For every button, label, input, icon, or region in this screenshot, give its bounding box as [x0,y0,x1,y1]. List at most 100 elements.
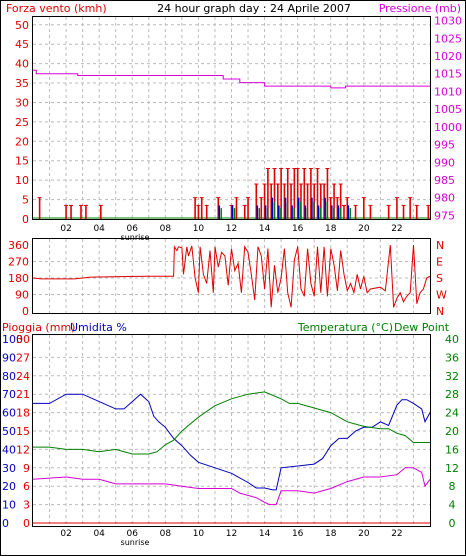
direction-tick-label: 360 [8,239,29,252]
x-tick-label: 02 [60,224,71,234]
direction-tick-label: 180 [8,272,29,285]
temperature-line [33,391,430,455]
wind-tick-label: 30 [15,96,29,109]
wind-pressure-series [33,69,431,219]
rain-tick-label: 21 [16,388,30,401]
x-tick-label: 14 [259,224,271,234]
dewpoint-axis-title: Dew Point [394,321,450,334]
humidity-tick-label: 100 [2,333,23,346]
pressure-tick-label: 995 [434,139,455,152]
temperature-tick-label: 40 [445,333,459,346]
rain-tick-label: 18 [16,407,30,420]
wind-tick-label: 10 [15,174,29,187]
rain-tick-label: 3 [23,499,30,512]
x-tick-label: 08 [160,529,172,539]
direction-series [32,244,431,308]
humidity-tick-label: 80 [2,370,16,383]
x-tick-label: 22 [391,224,402,234]
direction-tick-label: 270 [8,256,29,269]
direction-compass-label: N [436,305,444,318]
x-tick-label: 16 [292,224,304,234]
humidity-series [32,391,431,524]
x-tick-label: 20 [358,224,370,234]
pressure-tick-label: 1030 [434,15,462,28]
temperature-tick-label: 20 [445,425,459,438]
pressure-tick-label: 1020 [434,50,462,63]
wind-tick-label: 40 [15,58,29,71]
wind-tick-label: 5 [22,194,29,207]
panel-wind-pressure-frame [32,16,431,220]
direction-compass-label: S [436,272,443,285]
humidity-tick-label: 20 [2,480,16,493]
humidity-tick-label: 90 [2,351,16,364]
wind-tick-label: 50 [15,19,29,32]
x-tick-label: 12 [226,224,237,234]
x-tick-label: 04 [93,529,105,539]
humidity-tick-label: 0 [2,517,9,530]
x-tick-label: 10 [193,529,205,539]
pressure-tick-label: 1010 [434,85,462,98]
temperature-tick-label: 12 [445,462,459,475]
x-tick-label: 22 [391,529,402,539]
wind-tick-label: 45 [15,38,29,51]
sunrise-label-bottom: sunrise [121,538,150,547]
direction-compass-label: N [436,239,444,252]
pressure-tick-label: 975 [434,209,455,222]
pressure-tick-label: 1025 [434,32,462,45]
x-tick-label: 14 [259,529,271,539]
rain-tick-label: 9 [23,462,30,475]
panel-direction-frame [32,238,431,314]
x-tick-label: 04 [93,224,105,234]
pressure-axis-title: Pressione (mb) [379,2,461,15]
direction-line [32,244,431,308]
pressure-tick-label: 990 [434,156,455,169]
x-tick-label: 18 [325,529,337,539]
humidity-tick-label: 10 [2,499,16,512]
wind-tick-label: 20 [15,135,29,148]
x-tick-label: 20 [358,529,370,539]
x-tick-label: 02 [60,529,71,539]
rain-tick-label: 27 [16,351,30,364]
wind-axis-title: Forza vento (kmh) [6,2,107,15]
x-tick-label: 06 [127,224,139,234]
wind-tick-label: 25 [15,116,29,129]
temperature-tick-label: 36 [445,351,459,364]
rain-tick-label: 30 [16,333,30,346]
x-tick-label: 12 [226,529,237,539]
direction-grid [33,239,430,313]
direction-tick-label: 90 [15,289,29,302]
pressure-line [33,69,430,89]
rain-tick-label: 0 [23,517,30,530]
x-tick-label: 16 [292,529,304,539]
direction-tick-label: 0 [22,305,29,318]
temperature-tick-label: 32 [445,370,459,383]
direction-compass-label: W [436,289,447,302]
temperature-tick-label: 24 [445,407,459,420]
wind-pressure-axes: 0510152025303540455097598098599099510001… [15,15,462,234]
rain-tick-label: 24 [16,370,30,383]
humidity-tick-label: 50 [2,425,16,438]
humidity-tick-label: 60 [2,407,16,420]
rain-tick-label: 12 [16,443,30,456]
x-tick-label: 08 [160,224,172,234]
temperature-tick-label: 0 [449,517,456,530]
wind-tick-label: 15 [15,155,29,168]
temperature-tick-label: 16 [445,443,459,456]
humidity-tick-label: 70 [2,388,16,401]
temperature-tick-label: 28 [445,388,459,401]
temperature-axis-title: Temperatura (°C) [297,321,393,334]
direction-compass-label: E [436,256,443,269]
humidity-tick-label: 30 [2,462,16,475]
wind-tick-label: 35 [15,77,29,90]
humidity-grid [33,335,430,526]
x-tick-label: 06 [127,529,139,539]
x-tick-label: 18 [325,224,337,234]
temperature-tick-label: 4 [449,499,456,512]
humidity-tick-label: 40 [2,443,16,456]
humidity-axes: 0102030405060708090100036912151821242730… [2,333,459,539]
panel-humidity-frame [32,334,431,527]
humidity-axis-title: Umidita % [70,321,127,334]
chart-title: 24 hour graph day : 24 Aprile 2007 [157,2,351,15]
temperature-tick-label: 8 [449,480,456,493]
